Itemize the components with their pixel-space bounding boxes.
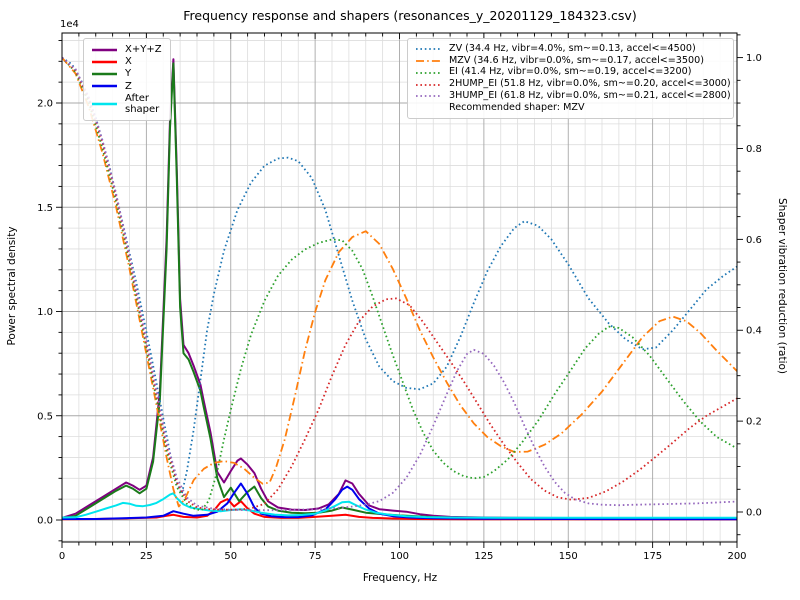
series-EI [62,56,737,512]
legend-line-sample-icon [92,48,117,51]
legend-item-after-shaper: After shaper [91,93,162,115]
legend-label: Recommended shaper: MZV [449,101,585,113]
svg-text:1.0: 1.0 [746,53,762,64]
svg-text:0.5: 0.5 [37,411,53,422]
svg-text:75: 75 [309,551,322,562]
series-group [62,56,737,521]
svg-text:200: 200 [727,551,746,562]
legend-label: ZV (34.4 Hz, vibr=4.0%, sm~=0.13, accel<… [449,43,696,54]
legend-item-mzv: MZV (34.6 Hz, vibr=0.0%, sm~=0.17, accel… [415,54,725,67]
svg-text:2.0: 2.0 [37,99,53,110]
legend-item-z: Z [91,81,162,92]
chart-title: Frequency response and shapers (resonanc… [183,8,637,23]
legend-label: 3HUMP_EI (61.8 Hz, vibr=0.0%, sm~=0.21, … [449,89,731,101]
legend-line-sample-icon [92,84,117,88]
svg-text:0.0: 0.0 [37,516,53,527]
legend-label: Y [125,68,132,80]
series-ZV [62,56,737,495]
y-axis-left-label: Power spectral density [6,226,18,346]
svg-text:100: 100 [390,551,409,562]
legend-label: MZV (34.6 Hz, vibr=0.0%, sm~=0.17, accel… [449,54,704,66]
y-axis-offset-label: 1e4 [60,19,79,30]
legend-line-sample-icon [416,60,441,62]
x-axis-label: Frequency, Hz [362,572,438,584]
svg-text:25: 25 [140,551,153,562]
legend-line-sample-icon [92,102,117,106]
legend-item-2hump_ei: 2HUMP_EI (51.8 Hz, vibr=0.0%, sm~=0.20, … [415,78,731,90]
svg-text:0.8: 0.8 [746,144,762,155]
legend-item-y: Y [91,68,162,79]
legend-label: After shaper [125,92,160,115]
legend-label: X+Y+Z [125,44,162,55]
series-X [62,498,737,521]
axis-ticks [56,33,743,548]
svg-text:0.6: 0.6 [746,235,762,246]
legend-label: X [125,56,132,68]
svg-text:175: 175 [643,551,662,562]
y-axis-right-label: Shaper vibration reduction (ratio) [776,197,788,375]
svg-text:150: 150 [559,551,578,562]
legend-shapers: ZV (34.4 Hz, vibr=4.0%, sm~=0.13, accel<… [407,38,734,120]
svg-text:0.4: 0.4 [746,326,762,337]
svg-text:0.0: 0.0 [746,508,762,519]
series-Y [62,62,737,520]
legend-label: 2HUMP_EI (51.8 Hz, vibr=0.0%, sm~=0.20, … [449,78,731,90]
series-2HUMP-EI [62,56,737,511]
series-MZV [62,57,737,508]
svg-text:125: 125 [474,551,493,562]
legend-line-sample-icon [416,95,441,98]
legend-item-x-y-z: X+Y+Z [91,44,162,55]
legend-item-recommended-shaper: Recommended shaper: MZV [415,101,725,114]
legend-item-ei: EI (41.4 Hz, vibr=0.0%, sm~=0.19, accel<… [415,67,725,78]
legend-psd: X+Y+Z X Y Z After shaper [83,38,171,122]
legend-label: Z [125,80,132,92]
legend-label: EI (41.4 Hz, vibr=0.0%, sm~=0.19, accel<… [449,66,692,78]
svg-text:50: 50 [224,551,237,562]
legend-line-sample-icon [416,83,441,86]
legend-item-3hump_ei: 3HUMP_EI (61.8 Hz, vibr=0.0%, sm~=0.21, … [415,90,731,102]
legend-item-zv: ZV (34.4 Hz, vibr=4.0%, sm~=0.13, accel<… [415,43,725,55]
tick-labels: 0 25 50 75 100 125 150 175 200 0.0 0.5 1.0 1.5 2.0 0.0… [37,53,762,562]
legend-line-sample-icon [92,72,117,76]
legend-line-sample-icon [416,48,441,51]
svg-text:1.0: 1.0 [37,307,53,318]
legend-line-sample-icon [416,71,441,74]
svg-text:0: 0 [59,551,65,562]
svg-text:0.2: 0.2 [746,417,762,428]
legend-line-sample-icon [92,60,117,64]
svg-text:1.5: 1.5 [37,203,53,214]
legend-item-x: X [91,56,162,67]
